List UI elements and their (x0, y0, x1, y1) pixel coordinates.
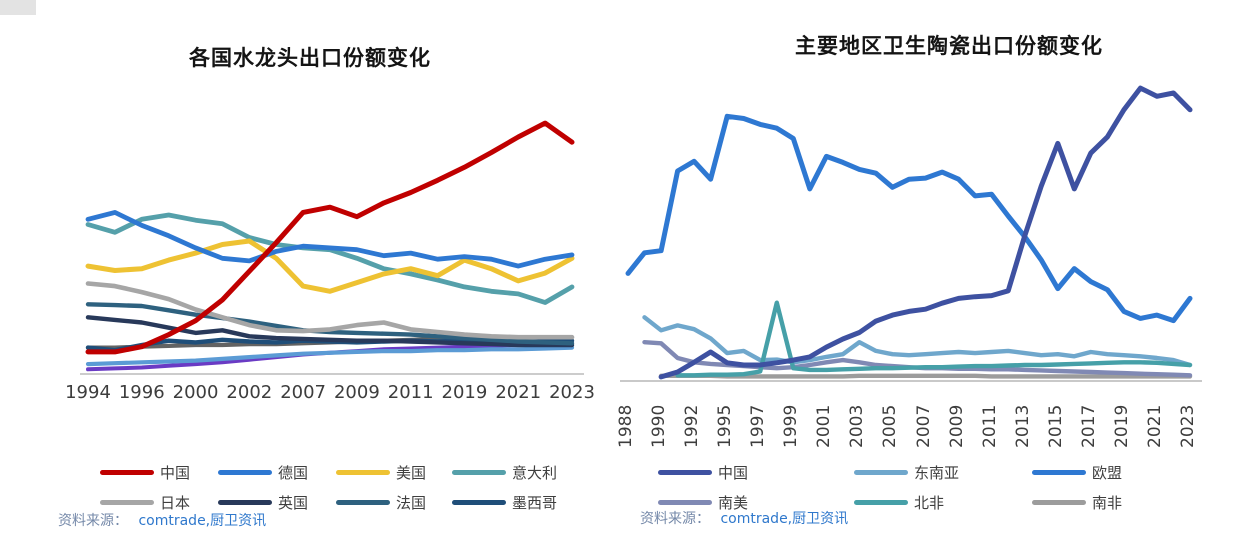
x-tick-label: 2009 (946, 404, 967, 448)
x-tick-label: 2000 (172, 382, 219, 403)
x-tick-label: 2001 (814, 404, 835, 448)
legend-label: 美国 (396, 464, 427, 482)
legend-label: 意大利 (512, 464, 558, 482)
series-line-germany (85, 209, 575, 269)
x-tick-label: 1994 (65, 382, 111, 403)
x-tick-label: 2007 (913, 404, 934, 448)
legend-label: 墨西哥 (512, 494, 558, 512)
x-tick-label: 2019 (1111, 404, 1132, 448)
ceramics-source-note: 资料来源： comtrade,厨卫资讯 (640, 508, 848, 528)
ceramics-chart-panel: 主要地区卫生陶瓷出口份额变化 1988 1990 1992 1995 1997 1999 2… (616, 0, 1242, 547)
legend-item-mexico: 墨西哥 (452, 492, 557, 513)
legend-swatch-eu (1032, 470, 1086, 475)
x-tick-label: 2019 (441, 382, 488, 403)
legend-item-south-africa: 南非 (1032, 492, 1122, 513)
legend-item-uk: 英国 (218, 492, 336, 513)
ceramics-legend: 中国 东南亚 欧盟南美 北非 南非 (658, 462, 1122, 513)
x-tick-label: 2023 (1178, 404, 1198, 448)
legend-item-france: 法国 (336, 492, 452, 513)
legend-label: 欧盟 (1092, 464, 1123, 482)
series-line-south-africa (658, 373, 1193, 379)
ceramics-chart-title: 主要地区卫生陶瓷出口份额变化 (795, 34, 1103, 58)
series-line-france (85, 302, 575, 346)
legend-item-china: 中国 (100, 462, 218, 483)
series-line-china (658, 85, 1193, 380)
legend-swatch-north-africa (854, 500, 908, 505)
legend-label: 日本 (160, 494, 191, 512)
legend-item-usa: 美国 (336, 462, 452, 483)
source-text: comtrade,厨卫资讯 (720, 511, 849, 527)
legend-label: 南非 (1092, 494, 1123, 512)
x-tick-label: 2023 (549, 382, 595, 403)
legend-swatch-uk (218, 500, 272, 505)
faucet-chart-panel: 各国水龙头出口份额变化 1994 1996 2000 2002 2007 2009 2011… (10, 10, 610, 547)
x-tick-label: 2017 (1078, 404, 1099, 448)
legend-label: 东南亚 (914, 464, 960, 482)
legend-label: 北非 (914, 494, 945, 512)
x-tick-label: 1992 (682, 404, 703, 448)
faucet-source-note: 资料来源： comtrade,厨卫资讯 (58, 510, 266, 530)
x-tick-label: 1997 (748, 404, 769, 448)
legend-label: 德国 (278, 464, 309, 482)
faucet-chart-title: 各国水龙头出口份额变化 (189, 46, 431, 70)
legend-item-north-africa: 北非 (854, 492, 1032, 513)
legend-label: 南美 (718, 494, 749, 512)
legend-item-italy: 意大利 (452, 462, 557, 483)
legend-label: 法国 (396, 494, 427, 512)
legend-item-japan: 日本 (100, 492, 218, 513)
legend-swatch-china (100, 470, 154, 475)
x-tick-label: 2005 (880, 404, 901, 448)
series-line-north-africa (675, 300, 1193, 378)
legend-item-eu: 欧盟 (1032, 462, 1122, 483)
x-tick-label: 1999 (781, 404, 802, 448)
legend-swatch-usa (336, 470, 390, 475)
source-prefix: 资料来源： (58, 513, 128, 529)
x-tick-label: 2015 (1045, 404, 1066, 448)
legend-swatch-se-asia (854, 470, 908, 475)
legend-swatch-south-africa (1032, 500, 1086, 505)
x-tick-label: 2021 (1144, 404, 1165, 448)
series-line-south-america (642, 340, 1193, 378)
x-tick-label: 2021 (495, 382, 542, 403)
x-tick-label: 1990 (649, 404, 670, 448)
x-tick-label: 1995 (715, 404, 736, 448)
series-line-usa (85, 238, 575, 294)
faucet-line-chart (80, 120, 584, 375)
series-line-uk (85, 315, 575, 348)
source-text: comtrade,厨卫资讯 (138, 513, 267, 529)
legend-swatch-italy (452, 470, 506, 475)
x-tick-label: 2002 (226, 382, 273, 403)
legend-label: 中国 (718, 464, 749, 482)
series-line-china (85, 120, 575, 355)
legend-label: 英国 (278, 494, 309, 512)
series-line-japan (85, 281, 575, 340)
legend-item-south-america: 南美 (658, 492, 854, 513)
x-tick-label: 2011 (387, 382, 434, 403)
x-tick-label: 2003 (847, 404, 868, 448)
legend-swatch-mexico (452, 500, 506, 505)
legend-swatch-germany (218, 470, 272, 475)
x-tick-label: 2009 (333, 382, 380, 403)
x-tick-label: 2007 (280, 382, 327, 403)
legend-swatch-japan (100, 500, 154, 505)
legend-item-china: 中国 (658, 462, 854, 483)
legend-swatch-south-america (658, 500, 712, 505)
scan-artifact (0, 0, 36, 15)
legend-item-se-asia: 东南亚 (854, 462, 1032, 483)
legend-label: 中国 (160, 464, 191, 482)
ceramics-line-chart (620, 85, 1202, 382)
legend-item-germany: 德国 (218, 462, 336, 483)
series-line-eu (625, 113, 1193, 324)
x-tick-label: 2013 (1012, 404, 1033, 448)
x-tick-label: 2011 (979, 404, 1000, 448)
series-line-extra-lightblue (85, 345, 575, 367)
source-prefix: 资料来源： (640, 511, 710, 527)
faucet-legend: 中国 德国 美国 意大利日本 英国 法国 墨西哥 (100, 462, 557, 513)
series-line-se-asia (642, 315, 1193, 368)
x-tick-label: 1988 (616, 404, 636, 448)
x-tick-label: 1996 (118, 382, 165, 403)
legend-swatch-china (658, 470, 712, 475)
legend-swatch-france (336, 500, 390, 505)
